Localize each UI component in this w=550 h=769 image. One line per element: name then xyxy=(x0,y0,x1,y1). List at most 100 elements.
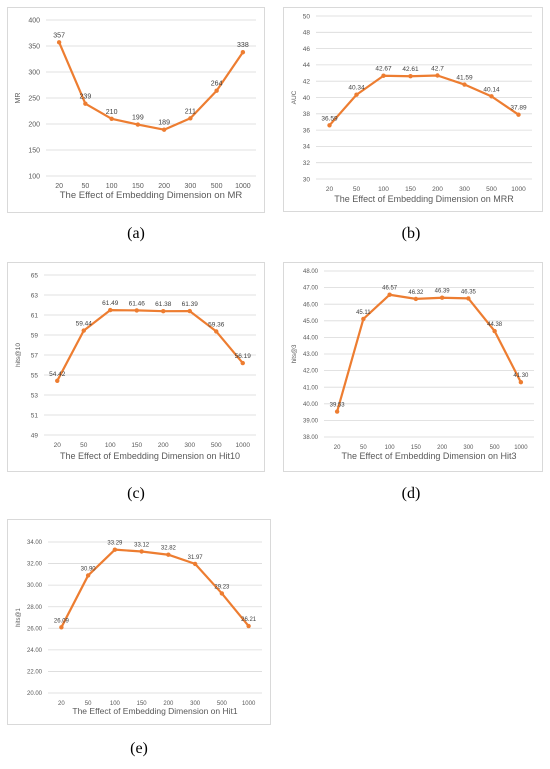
chart-panel-mrr: 30 32 34 36 38 40 42 44 46 48 50 20 50 100 150 200 300 50… xyxy=(283,7,543,212)
data-point xyxy=(161,127,167,132)
y-tick-label: 44.00 xyxy=(303,336,319,342)
x-axis-title: The Effect of Embedding Dimension on Hit… xyxy=(342,451,517,461)
data-point xyxy=(518,380,524,385)
data-label: 54.42 xyxy=(49,371,66,378)
data-point xyxy=(240,50,246,55)
x-tick-label: 1000 xyxy=(242,701,256,707)
y-tick-label: 22.00 xyxy=(27,670,43,676)
caption-c: (c) xyxy=(127,485,145,502)
x-tick-label: 20 xyxy=(55,183,63,190)
y-tick-label: 32.00 xyxy=(27,562,43,568)
data-point xyxy=(466,296,471,301)
y-tick-label: 59 xyxy=(31,332,39,339)
x-tick-label: 150 xyxy=(137,701,148,707)
y-tick-label: 46 xyxy=(303,46,311,53)
data-label: 46.57 xyxy=(382,286,398,292)
x-tick-label: 150 xyxy=(411,445,422,451)
x-tick-label: 150 xyxy=(405,186,416,193)
x-axis-title: The Effect of Embedding Dimension on Hit… xyxy=(72,706,237,716)
data-label: 40.14 xyxy=(483,86,500,93)
data-label: 42.67 xyxy=(375,66,392,73)
data-label: 40.34 xyxy=(348,85,365,92)
y-tick-label: 51 xyxy=(31,412,39,419)
x-tick-label: 500 xyxy=(490,445,501,451)
data-point xyxy=(187,308,192,314)
x-tick-label: 200 xyxy=(158,442,169,449)
x-tick-label: 500 xyxy=(217,701,228,707)
data-point xyxy=(134,308,139,313)
y-tick-label: 34.00 xyxy=(27,540,43,546)
x-axis-title: The Effect of Embedding Dimension on MR xyxy=(60,190,243,201)
y-tick-label: 40.00 xyxy=(303,402,319,408)
data-label: 30.90 xyxy=(81,566,97,572)
data-label: 33.29 xyxy=(107,541,123,547)
data-point xyxy=(354,92,359,97)
y-tick-label: 350 xyxy=(28,43,40,50)
data-point xyxy=(59,625,64,630)
data-label: 42.7 xyxy=(431,65,444,72)
x-tick-label: 100 xyxy=(385,445,396,451)
x-tick-label: 500 xyxy=(211,183,223,190)
y-axis-title: hits@3 xyxy=(292,344,298,363)
data-point xyxy=(166,552,171,557)
data-label: 29.23 xyxy=(214,584,230,590)
x-tick-label: 300 xyxy=(459,186,470,193)
chart-svg: 100 150 200 250 300 350 400 20 50 100 150 200 300 500… xyxy=(15,17,256,201)
data-label: 46.32 xyxy=(408,290,424,296)
data-label: 61.46 xyxy=(129,300,146,307)
x-tick-label: 100 xyxy=(378,186,389,193)
y-tick-label: 20.00 xyxy=(27,691,43,697)
y-tick-label: 48 xyxy=(303,30,311,37)
x-tick-label: 200 xyxy=(158,183,170,190)
x-tick-label: 100 xyxy=(106,183,118,190)
y-tick-label: 50 xyxy=(303,13,311,20)
data-label: 33.12 xyxy=(134,542,150,548)
x-tick-label: 1000 xyxy=(235,183,251,190)
y-tick-label: 28.00 xyxy=(27,605,43,611)
x-tick-label: 150 xyxy=(132,183,144,190)
x-tick-label: 100 xyxy=(110,701,121,707)
series-line xyxy=(328,74,520,127)
y-tick-label: 42 xyxy=(303,78,311,85)
data-label: 46.35 xyxy=(461,289,477,295)
x-tick-label: 20 xyxy=(326,186,334,193)
x-tick-label: 20 xyxy=(334,445,341,451)
data-label: 189 xyxy=(158,120,170,127)
y-tick-label: 42.00 xyxy=(303,369,319,375)
data-label: 61.39 xyxy=(182,301,199,308)
series-line xyxy=(60,548,250,628)
y-tick-label: 53 xyxy=(31,392,39,399)
x-tick-label: 20 xyxy=(58,701,65,707)
x-axis-title: The Effect of Embedding Dimension on MRR xyxy=(334,194,514,204)
chart-svg: 20.00 22.00 24.00 26.00 28.00 30.00 32.00 34.00… xyxy=(16,540,262,716)
y-tick-label: 32 xyxy=(303,160,311,167)
chart-panel-hit3: 38.00 39.00 40.00 41.00 42.00 43.00 44.00 45.00… xyxy=(283,262,543,472)
data-point xyxy=(381,73,386,78)
data-label: 61.38 xyxy=(155,301,172,308)
data-point xyxy=(192,561,198,567)
caption-b: (b) xyxy=(401,225,421,242)
y-tick-label: 30 xyxy=(303,176,311,183)
data-label: 42.61 xyxy=(402,66,419,73)
y-tick-label: 48.00 xyxy=(303,269,319,275)
data-label: 41.59 xyxy=(456,75,473,82)
chart-panel-hit1: 20.00 22.00 24.00 26.00 28.00 30.00 32.00 34.00… xyxy=(7,519,271,725)
x-tick-label: 50 xyxy=(353,186,361,193)
series-line xyxy=(56,308,244,382)
x-tick-label: 50 xyxy=(80,442,88,449)
data-point xyxy=(161,309,166,314)
data-point xyxy=(83,101,88,106)
data-label: 46.39 xyxy=(435,289,451,295)
y-tick-label: 49 xyxy=(31,432,39,439)
y-tick-label: 44 xyxy=(303,62,311,69)
data-point xyxy=(214,329,219,334)
data-label: 36.59 xyxy=(321,115,338,122)
y-axis-title: MR xyxy=(15,93,22,104)
y-tick-label: 36 xyxy=(303,127,311,134)
data-label: 37.89 xyxy=(510,105,527,112)
data-point xyxy=(55,378,60,383)
y-tick-label: 57 xyxy=(31,352,39,359)
y-tick-label: 65 xyxy=(31,272,39,279)
x-tick-label: 500 xyxy=(211,442,222,449)
x-tick-label: 200 xyxy=(437,445,448,451)
